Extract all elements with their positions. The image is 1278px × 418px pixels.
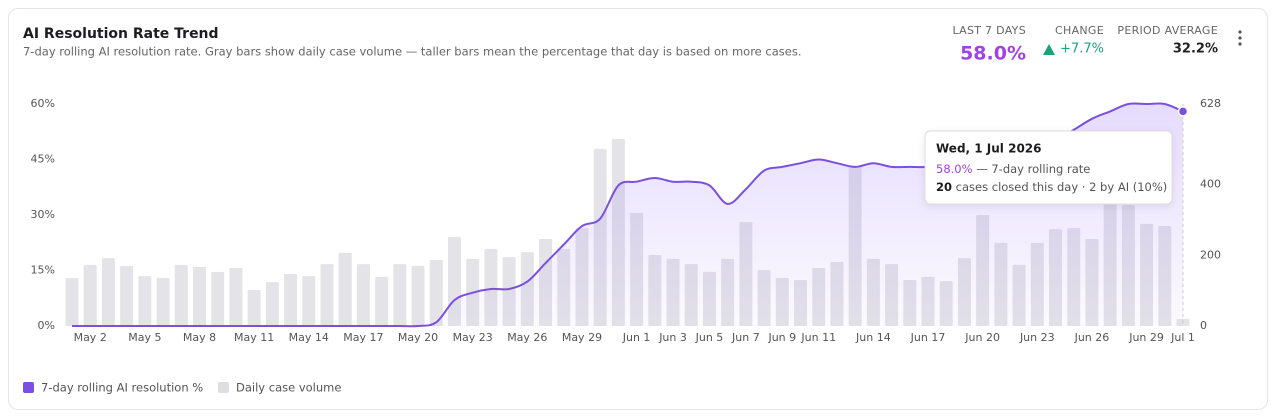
x-tick-label: Jun 20: [964, 331, 1000, 344]
tooltip-rate-text: — 7-day rolling rate: [976, 162, 1090, 176]
x-tick-label: May 2: [74, 331, 107, 344]
x-tick-label: May 23: [453, 331, 493, 344]
volume-bar: [174, 264, 188, 326]
volume-bar: [211, 271, 225, 326]
kpi-value: +7.7%: [1060, 42, 1104, 57]
volume-bar: [320, 264, 334, 326]
legend-swatch: [218, 382, 229, 393]
x-tick-label: Jun 11: [800, 331, 836, 344]
x-tick-label: Jun 5: [695, 331, 724, 344]
x-tick-label: Jun 14: [855, 331, 891, 344]
kpi-value: 32.2%: [1173, 42, 1218, 57]
legend-label: 7-day rolling AI resolution %: [41, 381, 203, 395]
volume-bar: [138, 276, 152, 326]
x-tick-label: May 20: [398, 331, 438, 344]
y-tick-label: 60%: [31, 97, 55, 110]
chart-subtitle: 7-day rolling AI resolution rate. Gray b…: [23, 45, 801, 59]
volume-bar: [101, 258, 115, 326]
tooltip-cases: 20: [936, 180, 952, 194]
y2-tick-label: 200: [1200, 248, 1221, 261]
volume-bar: [411, 265, 425, 326]
volume-bar: [247, 289, 261, 326]
volume-bar: [375, 276, 389, 326]
volume-bar: [65, 277, 79, 326]
x-tick-label: Jun 1: [622, 331, 651, 344]
tooltip-box: [924, 130, 1173, 205]
x-tick-label: Jun 17: [910, 331, 946, 344]
x-tick-label: May 26: [507, 331, 547, 344]
tooltip-rate: 58.0%: [936, 162, 973, 176]
change-arrow: [1043, 44, 1055, 55]
tooltip-date: Wed, 1 Jul 2026: [936, 142, 1042, 156]
card: [8, 8, 1268, 410]
volume-bar: [120, 265, 134, 326]
volume-bar: [83, 264, 97, 326]
volume-bar: [192, 266, 206, 326]
x-tick-label: May 17: [343, 331, 383, 344]
y2-tick-label: 0: [1200, 319, 1207, 332]
y2-tick-label: 400: [1200, 178, 1221, 191]
tooltip-rate-line: 58.0% — 7-day rolling rate: [936, 162, 1090, 176]
x-tick-label: Jun 23: [1019, 331, 1055, 344]
x-tick-label: May 11: [234, 331, 274, 344]
tooltip-cases-line: 20 cases closed this day · 2 by AI (10%): [936, 180, 1167, 194]
x-tick-label: May 5: [128, 331, 161, 344]
hover-dot: [1177, 106, 1189, 117]
x-tick-label: May 14: [289, 331, 329, 344]
volume-bar: [265, 282, 279, 326]
legend-swatch: [23, 382, 34, 393]
x-tick-label: Jul 1: [1170, 331, 1195, 344]
kpi-label: LAST 7 DAYS: [952, 24, 1026, 37]
x-tick-label: Jun 29: [1128, 331, 1164, 344]
kpi-value: 58.0%: [960, 43, 1026, 65]
x-tick-label: May 8: [183, 331, 216, 344]
volume-bar: [302, 276, 316, 326]
volume-bar: [338, 252, 352, 326]
rate-area: [72, 103, 1183, 327]
x-tick-label: Jun 9: [767, 331, 796, 344]
kpi-label: PERIOD AVERAGE: [1117, 24, 1218, 37]
volume-bar: [284, 274, 298, 326]
volume-bar: [229, 268, 243, 326]
volume-bar: [393, 264, 407, 326]
kpi-label: CHANGE: [1055, 24, 1104, 37]
volume-bar: [356, 264, 370, 326]
y-tick-label: 0%: [38, 319, 55, 332]
menu-icon[interactable]: [1238, 30, 1242, 46]
volume-bar: [429, 259, 443, 326]
x-tick-label: Jun 26: [1074, 331, 1110, 344]
y-tick-label: 15%: [31, 264, 55, 277]
y-tick-label: 45%: [31, 153, 55, 166]
x-tick-label: Jun 3: [658, 331, 687, 344]
y-tick-label: 30%: [31, 208, 55, 221]
chart-title: AI Resolution Rate Trend: [23, 26, 219, 42]
tooltip-cases-text: cases closed this day · 2 by AI (10%): [956, 180, 1168, 194]
x-tick-label: May 29: [562, 331, 602, 344]
legend-label: Daily case volume: [236, 381, 341, 395]
volume-bar: [156, 277, 170, 326]
y2-tick-label: 628: [1200, 97, 1221, 110]
x-tick-label: Jun 7: [731, 331, 760, 344]
tooltip: Wed, 1 Jul 2026 58.0% — 7-day rolling rat…: [924, 130, 1173, 205]
